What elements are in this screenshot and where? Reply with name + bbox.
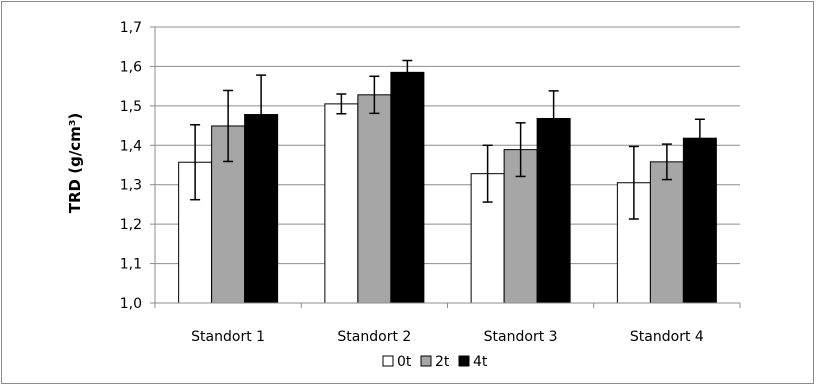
bar-0t-2 (324, 103, 359, 304)
x-tick-label: Standort 1 (191, 329, 265, 345)
legend-label-2t: 2t (435, 354, 450, 370)
legend-swatch-4t (458, 355, 470, 367)
legend: 0t 2t 4t (382, 354, 488, 370)
x-tick-label: Standort 4 (630, 329, 704, 345)
y-tick-label: 1,7 (120, 20, 142, 36)
x-tick-label: Standort 2 (337, 329, 411, 345)
axes (150, 26, 741, 308)
y-tick-label: 1,5 (120, 99, 142, 115)
y-tick-label: 1,0 (120, 296, 142, 312)
legend-label-4t: 4t (473, 354, 488, 370)
bar-2t-2 (357, 94, 392, 304)
bar-4t-2 (390, 71, 425, 304)
legend-swatch-0t (382, 355, 394, 367)
bar-4t-4 (682, 137, 717, 304)
y-axis-label: TRD (g/cm³) (66, 113, 84, 213)
y-tick-label: 1,6 (120, 59, 142, 75)
y-tick-labels: 1,0 1,1 1,2 1,3 1,4 1,5 1,6 1,7 (120, 20, 142, 312)
legend-label-0t: 0t (397, 354, 412, 370)
y-tick-label: 1,2 (120, 217, 142, 233)
bars-layer (178, 71, 717, 304)
error-bars-layer (190, 59, 705, 220)
y-tick-label: 1,1 (120, 257, 142, 273)
bar-2t-4 (649, 161, 684, 304)
x-tick-labels: Standort 1 Standort 2 Standort 3 Standort 4 (191, 329, 704, 345)
bar-4t-3 (536, 117, 571, 304)
y-tick-label: 1,3 (120, 178, 142, 194)
y-tick-label: 1,4 (120, 138, 142, 154)
x-tick-label: Standort 3 (484, 329, 558, 345)
legend-swatch-2t (420, 355, 432, 367)
